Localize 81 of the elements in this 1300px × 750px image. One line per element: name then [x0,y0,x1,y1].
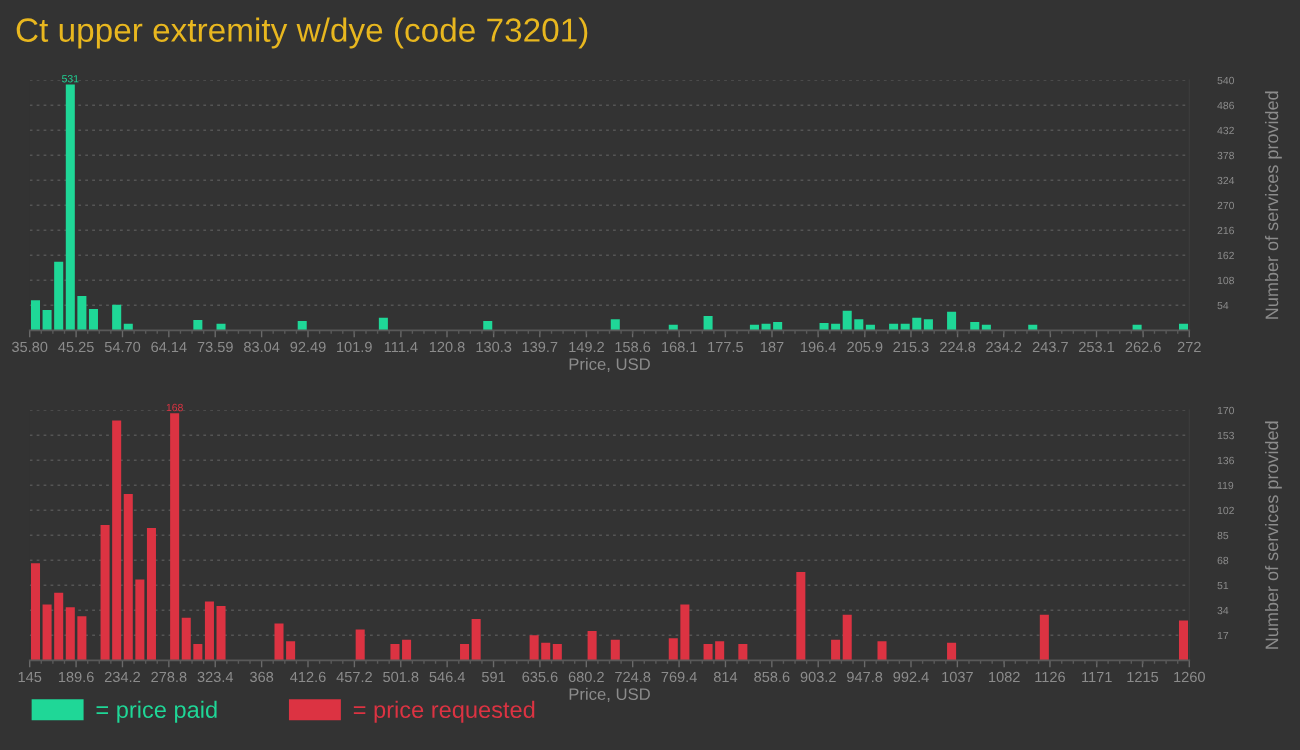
y-tick-label: 68 [1217,556,1229,565]
x-tick-label: 1260 [1174,671,1205,683]
x-tick-label: 224.8 [940,341,976,353]
x-tick-label: 215.3 [893,341,929,353]
legend-label: = price paid [96,700,217,723]
y-tick-label: 153 [1217,431,1234,440]
y-tick-label: 162 [1217,251,1234,260]
y-tick-label: 17 [1217,631,1229,640]
y-tick-label: 34 [1217,606,1229,615]
x-tick-label: 234.2 [986,341,1022,353]
x-tick-label: 168.1 [662,341,697,353]
y-tick-label: 119 [1217,481,1234,490]
x-tick-label: 253.1 [1079,341,1115,353]
x-tick-label: 234.2 [104,671,140,683]
x-tick-label: 278.8 [151,671,187,683]
x-tick-label: 947.8 [847,671,883,683]
x-tick-label: 992.4 [893,671,929,683]
x-tick-label: 120.8 [429,341,465,353]
y-tick-label: 540 [1217,76,1235,85]
y-tick-label: 136 [1217,456,1234,465]
data-label: 168 [166,403,183,412]
x-tick-label: 64.14 [151,341,187,353]
x-tick-label: 323.4 [197,671,234,683]
x-tick-label: 724.8 [615,671,651,683]
x-tick-label: 903.2 [800,671,836,683]
x-axis-title: Price, USD [569,357,650,372]
x-tick-label: 35.80 [12,341,48,353]
y-tick-label: 432 [1217,126,1234,135]
x-tick-label: 1215 [1127,671,1159,683]
x-tick-label: 457.2 [336,671,372,683]
y-tick-label: 51 [1217,581,1229,590]
x-tick-label: 111.4 [384,341,418,352]
x-tick-label: 262.6 [1125,341,1161,353]
x-tick-label: 858.6 [754,671,790,683]
x-tick-label: 546.4 [429,671,465,683]
x-tick-label: 635.6 [522,671,558,683]
y-tick-label: 270 [1217,201,1235,210]
x-tick-label: 769.4 [661,671,697,683]
x-tick-label: 1126 [1035,671,1065,683]
x-tick-label: 680.2 [568,671,604,683]
x-tick-label: 1037 [942,671,973,683]
y-axis-title: Number of services provided [1265,91,1282,319]
x-tick-label: 177.5 [708,341,743,353]
y-tick-label: 85 [1217,531,1229,540]
x-tick-label: 139.7 [522,341,558,353]
chart-title: Ct upper extremity w/dye (code 73201) [16,17,588,49]
x-tick-label: 187 [760,341,784,353]
x-tick-label: 83.04 [244,341,280,353]
x-tick-label: 101.9 [337,341,372,353]
y-tick-label: 54 [1217,301,1229,310]
x-tick-label: 243.7 [1032,341,1068,353]
x-tick-label: 1171 [1082,671,1112,682]
y-tick-label: 170 [1217,406,1235,415]
x-tick-label: 368 [250,671,274,683]
y-tick-label: 108 [1217,276,1234,285]
y-tick-label: 324 [1217,176,1235,185]
y-axis-title: Number of services provided [1265,421,1282,649]
x-tick-label: 130.3 [476,341,512,353]
x-tick-label: 54.70 [104,341,141,353]
x-tick-label: 189.6 [58,671,94,683]
x-tick-label: 149.2 [569,341,604,353]
x-tick-label: 92.49 [290,341,326,353]
x-tick-label: 45.25 [58,341,94,353]
x-tick-label: 145 [18,671,42,683]
x-axis-title: Price, USD [569,687,650,702]
x-tick-label: 501.8 [383,671,419,683]
x-tick-label: 412.6 [290,671,326,683]
x-tick-label: 591 [481,671,505,683]
y-tick-label: 378 [1217,151,1234,160]
x-tick-label: 814 [713,671,738,683]
x-tick-label: 205.9 [847,341,883,353]
x-tick-label: 158.6 [615,341,651,353]
x-tick-label: 1082 [989,671,1020,683]
y-tick-label: 486 [1217,101,1234,110]
data-label: 531 [62,75,79,83]
x-tick-label: 272 [1177,341,1201,352]
legend-label: = price requested [353,700,535,723]
y-tick-label: 102 [1217,506,1234,515]
y-tick-label: 216 [1217,226,1234,235]
x-tick-label: 196.4 [801,341,836,353]
x-tick-label: 73.59 [197,341,233,353]
